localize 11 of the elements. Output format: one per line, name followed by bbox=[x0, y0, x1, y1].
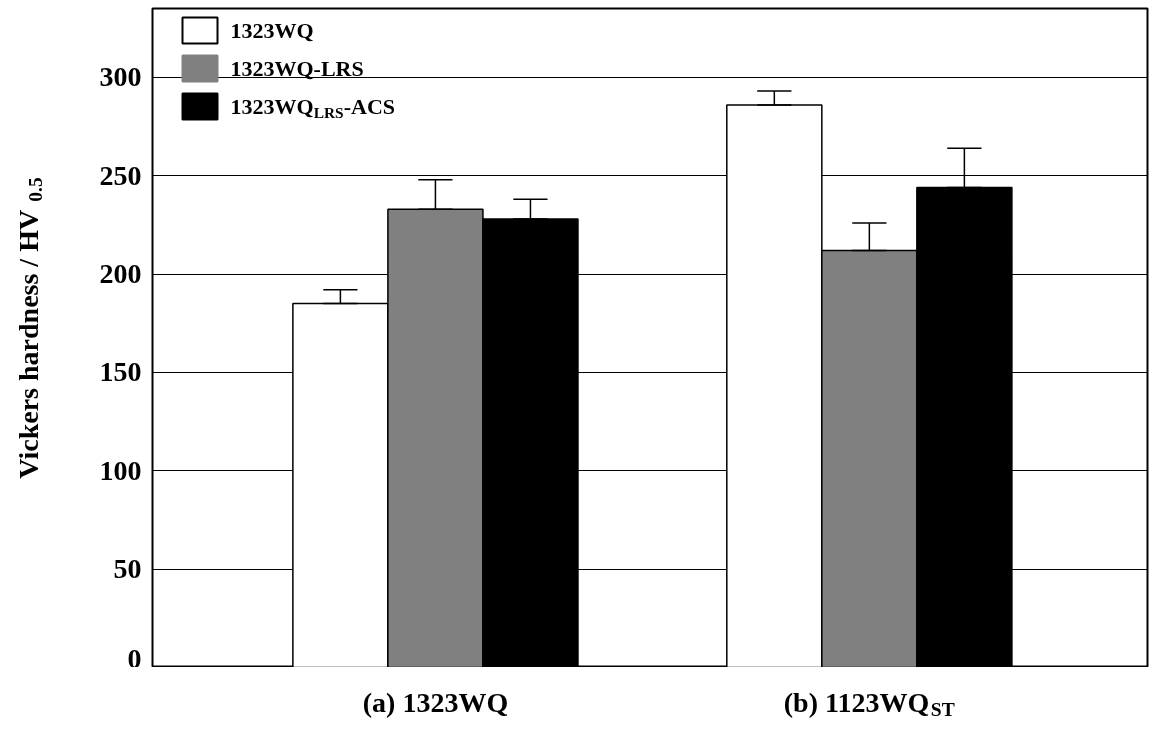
y-axis-title: Vickers hardness / HV0.5 bbox=[13, 177, 46, 479]
x-tick-label: (a) 1323WQ bbox=[362, 686, 509, 718]
y-tick-label: 150 bbox=[99, 356, 142, 388]
y-tick-label: 200 bbox=[99, 258, 142, 290]
y-tick-label: 100 bbox=[99, 454, 142, 486]
y-tick-label: 300 bbox=[99, 61, 142, 93]
y-tick-label: 50 bbox=[113, 553, 142, 585]
y-tick-label: 250 bbox=[99, 159, 142, 191]
legend-label: 1323WQ-LRS bbox=[230, 56, 364, 81]
y-tick-label: 0 bbox=[127, 642, 142, 674]
legend-label: 1323WQ bbox=[230, 18, 314, 43]
